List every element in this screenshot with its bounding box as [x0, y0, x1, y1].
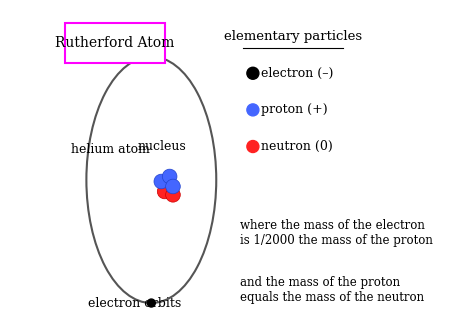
Text: and the mass of the proton
equals the mass of the neutron: and the mass of the proton equals the ma… [239, 276, 424, 304]
Circle shape [162, 169, 177, 184]
Circle shape [165, 187, 180, 202]
Circle shape [165, 179, 180, 194]
Circle shape [147, 299, 155, 307]
Text: Rutherford Atom: Rutherford Atom [55, 36, 174, 50]
Circle shape [247, 67, 259, 79]
Text: where the mass of the electron
is 1/2000 the mass of the proton: where the mass of the electron is 1/2000… [239, 219, 432, 247]
Circle shape [247, 104, 259, 116]
Text: proton (+): proton (+) [261, 103, 328, 117]
Circle shape [154, 174, 169, 189]
Circle shape [247, 141, 259, 153]
FancyBboxPatch shape [65, 23, 164, 63]
Text: electron (–): electron (–) [261, 67, 334, 80]
Circle shape [157, 184, 172, 199]
Text: elementary particles: elementary particles [224, 30, 362, 43]
Text: helium atom: helium atom [72, 143, 150, 157]
Circle shape [147, 53, 155, 61]
Text: electron orbits: electron orbits [88, 296, 181, 310]
Text: neutron (0): neutron (0) [261, 140, 333, 153]
Text: nucleus: nucleus [138, 140, 187, 153]
